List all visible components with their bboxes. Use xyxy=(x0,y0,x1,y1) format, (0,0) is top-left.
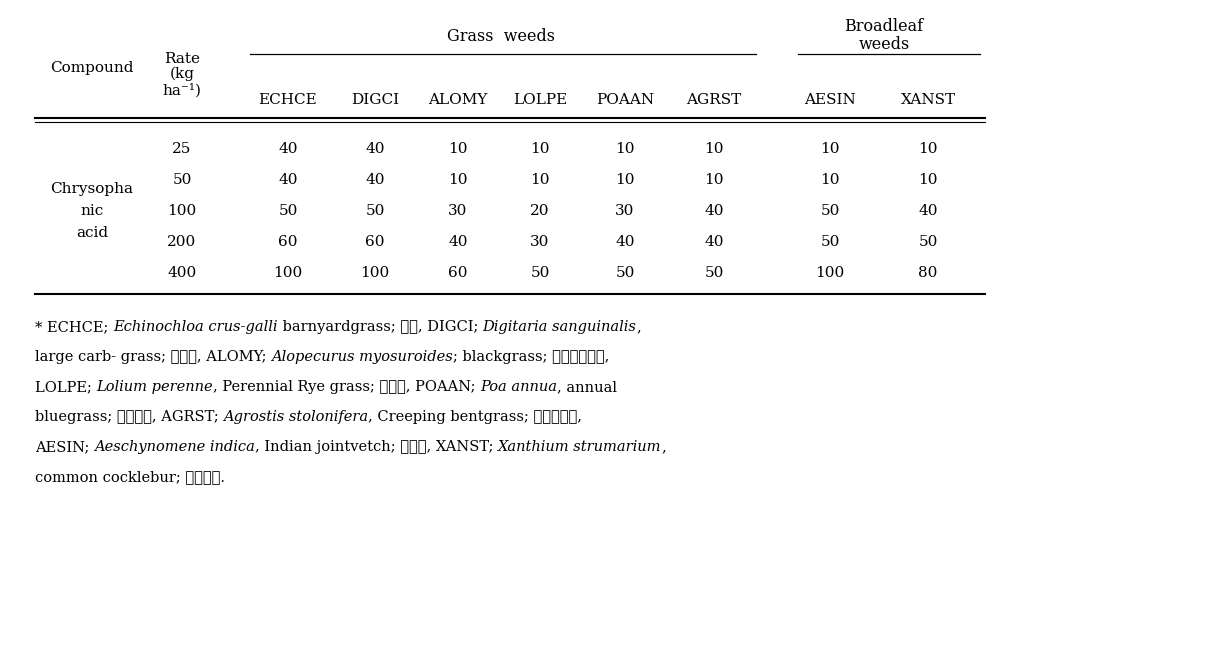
Text: 40: 40 xyxy=(704,204,724,218)
Text: Agrostis stolonifera: Agrostis stolonifera xyxy=(223,410,369,424)
Text: 400: 400 xyxy=(168,266,197,280)
Text: 10: 10 xyxy=(918,173,937,187)
Text: 50: 50 xyxy=(278,204,297,218)
Text: , Creeping bentgrass; 벤트그라스,: , Creeping bentgrass; 벤트그라스, xyxy=(369,410,583,424)
Text: AESIN: AESIN xyxy=(804,93,856,107)
Text: (kg: (kg xyxy=(170,67,194,81)
Text: * ECHCE;: * ECHCE; xyxy=(35,320,113,334)
Text: ha⁻¹): ha⁻¹) xyxy=(163,83,202,97)
Text: 50: 50 xyxy=(704,266,724,280)
Text: 25: 25 xyxy=(172,142,192,156)
Text: common cocklebur; 도꼼마리.: common cocklebur; 도꼼마리. xyxy=(35,470,225,484)
Text: barnyardgrass; 물피, DIGCI;: barnyardgrass; 물피, DIGCI; xyxy=(278,320,482,334)
Text: 10: 10 xyxy=(704,173,724,187)
Text: 60: 60 xyxy=(448,266,467,280)
Text: 40: 40 xyxy=(918,204,937,218)
Text: 40: 40 xyxy=(278,142,297,156)
Text: 10: 10 xyxy=(704,142,724,156)
Text: 30: 30 xyxy=(615,204,635,218)
Text: 50: 50 xyxy=(821,204,840,218)
Text: 10: 10 xyxy=(615,173,635,187)
Text: ALOMY: ALOMY xyxy=(429,93,488,107)
Text: bluegrass; 새포아품, AGRST;: bluegrass; 새포아품, AGRST; xyxy=(35,410,223,424)
Text: 200: 200 xyxy=(168,235,197,249)
Text: Lolium perenne: Lolium perenne xyxy=(96,380,214,394)
Text: 100: 100 xyxy=(273,266,302,280)
Text: 10: 10 xyxy=(531,173,550,187)
Text: LOLPE;: LOLPE; xyxy=(35,380,96,394)
Text: Digitaria sanguinalis: Digitaria sanguinalis xyxy=(482,320,636,334)
Text: Xanthium strumarium: Xanthium strumarium xyxy=(498,440,662,454)
Text: Chrysopha
nic
acid: Chrysopha nic acid xyxy=(51,182,134,240)
Text: 40: 40 xyxy=(704,235,724,249)
Text: 10: 10 xyxy=(821,142,840,156)
Text: ,: , xyxy=(636,320,641,334)
Text: AGRST: AGRST xyxy=(686,93,742,107)
Text: 10: 10 xyxy=(531,142,550,156)
Text: 10: 10 xyxy=(615,142,635,156)
Text: 100: 100 xyxy=(168,204,197,218)
Text: 40: 40 xyxy=(448,235,467,249)
Text: Alopecurus myosuroides: Alopecurus myosuroides xyxy=(271,350,453,364)
Text: 60: 60 xyxy=(365,235,385,249)
Text: 50: 50 xyxy=(615,266,635,280)
Text: 100: 100 xyxy=(816,266,845,280)
Text: ; blackgrass; 취꼼리댃새품,: ; blackgrass; 취꼼리댃새품, xyxy=(453,350,609,364)
Text: 50: 50 xyxy=(918,235,937,249)
Text: 30: 30 xyxy=(531,235,550,249)
Text: large carb- grass; 바랑이, ALOMY;: large carb- grass; 바랑이, ALOMY; xyxy=(35,350,271,364)
Text: 60: 60 xyxy=(278,235,297,249)
Text: AESIN;: AESIN; xyxy=(35,440,93,454)
Text: 10: 10 xyxy=(821,173,840,187)
Text: 50: 50 xyxy=(531,266,550,280)
Text: Aeschynomene indica: Aeschynomene indica xyxy=(93,440,255,454)
Text: , Perennial Rye grass; 호밀품, POAAN;: , Perennial Rye grass; 호밀품, POAAN; xyxy=(214,380,481,394)
Text: 40: 40 xyxy=(365,173,385,187)
Text: 50: 50 xyxy=(365,204,385,218)
Text: , annual: , annual xyxy=(557,380,617,394)
Text: 40: 40 xyxy=(278,173,297,187)
Text: 50: 50 xyxy=(172,173,192,187)
Text: ,: , xyxy=(662,440,666,454)
Text: ECHCE: ECHCE xyxy=(259,93,317,107)
Text: , Indian jointvetch; 자귀품, XANST;: , Indian jointvetch; 자귀품, XANST; xyxy=(255,440,498,454)
Text: POAAN: POAAN xyxy=(596,93,654,107)
Text: Echinochloa crus-galli: Echinochloa crus-galli xyxy=(113,320,278,334)
Text: 50: 50 xyxy=(821,235,840,249)
Text: DIGCI: DIGCI xyxy=(351,93,399,107)
Text: Poa annua: Poa annua xyxy=(481,380,557,394)
Text: 10: 10 xyxy=(918,142,937,156)
Text: 10: 10 xyxy=(448,142,467,156)
Text: weeds: weeds xyxy=(858,36,909,53)
Text: 20: 20 xyxy=(531,204,550,218)
Text: Grass  weeds: Grass weeds xyxy=(447,28,555,45)
Text: 40: 40 xyxy=(615,235,635,249)
Text: LOLPE: LOLPE xyxy=(512,93,567,107)
Text: 100: 100 xyxy=(361,266,390,280)
Text: Compound: Compound xyxy=(50,61,134,75)
Text: 30: 30 xyxy=(448,204,467,218)
Text: Broadleaf: Broadleaf xyxy=(845,18,924,35)
Text: Rate: Rate xyxy=(164,52,200,66)
Text: 40: 40 xyxy=(365,142,385,156)
Text: 80: 80 xyxy=(918,266,937,280)
Text: 10: 10 xyxy=(448,173,467,187)
Text: XANST: XANST xyxy=(901,93,955,107)
